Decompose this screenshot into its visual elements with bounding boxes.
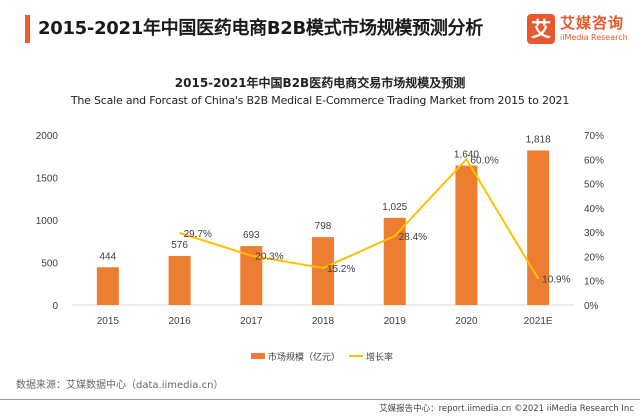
y-axis-right: 0% 10% 20% 30% 40% 50% 60% 70%	[584, 131, 604, 312]
y-right-tick-label: 10%	[584, 277, 604, 288]
title-accent-bar	[25, 15, 30, 43]
bar-value-label: 576	[171, 240, 188, 251]
bar	[240, 246, 263, 305]
bar	[455, 165, 478, 305]
bar	[527, 150, 550, 305]
data-source-note: 数据来源：艾媒数据中心（data.iimedia.cn）	[16, 380, 224, 391]
line-value-label: 20.3%	[255, 252, 283, 263]
x-tick-label: 2017	[240, 316, 263, 327]
line-value-label: 10.9%	[542, 275, 570, 286]
bar-value-label: 444	[100, 251, 117, 262]
growth-rate-line	[179, 157, 539, 280]
line-value-label: 28.4%	[399, 232, 427, 243]
x-tick-label: 2019	[384, 316, 407, 327]
line-point	[179, 232, 181, 234]
x-tick-labels: 2015 2016 2017 2018 2019 2020 2021E	[97, 316, 553, 327]
iimedia-logo: 艾 艾媒咨询 iiMedia Research	[527, 14, 637, 46]
logo-text-cn: 艾媒咨询	[560, 14, 625, 32]
x-tick-label: 2015	[97, 316, 120, 327]
logo-text-en: iiMedia Research	[560, 33, 628, 42]
y-left-tick-label: 0	[52, 301, 58, 312]
logo-mark-icon: 艾	[527, 14, 555, 44]
y-right-tick-label: 40%	[584, 204, 604, 215]
bar	[383, 217, 406, 305]
y-left-tick-label: 500	[41, 259, 58, 270]
x-tick-label: 2020	[455, 316, 478, 327]
line-point	[465, 158, 467, 160]
footer-copyright: 艾媒报告中心：report.iimedia.cn ©2021 iiMedia R…	[379, 404, 634, 414]
page-title: 2015-2021年中国医药电商B2B模式市场规模预测分析	[38, 18, 483, 39]
line-point	[322, 267, 324, 269]
bar-value-label: 1,025	[382, 202, 407, 213]
y-left-tick-label: 2000	[36, 131, 59, 142]
bar-value-label: 1,818	[526, 134, 551, 145]
y-left-tick-label: 1000	[36, 216, 59, 227]
bar	[168, 256, 191, 305]
y-right-tick-label: 50%	[584, 180, 604, 191]
legend-bar-swatch	[251, 353, 265, 359]
legend-line-label: 增长率	[366, 351, 393, 362]
y-right-tick-label: 30%	[584, 228, 604, 239]
bar-series: 444 576 693 798 1,025 1,640 1,818	[96, 134, 551, 305]
y-right-tick-label: 60%	[584, 155, 604, 166]
chart-subtitle: The Scale and Forcast of China's B2B Med…	[70, 94, 570, 107]
footer-divider	[0, 399, 640, 400]
bar-value-label: 693	[243, 230, 260, 241]
y-left-tick-label: 1500	[36, 174, 59, 185]
line-point	[537, 278, 539, 280]
y-axis-left: 0 500 1000 1500 2000	[36, 131, 59, 312]
bar	[96, 267, 119, 305]
bar-value-label: 798	[315, 221, 332, 232]
line-series: 29.7% 20.3% 15.2% 28.4% 60.0% 10.9%	[179, 155, 571, 286]
line-point	[250, 255, 252, 257]
x-tick-label: 2018	[312, 316, 335, 327]
bar	[312, 237, 334, 305]
legend-bar-label: 市场规模（亿元）	[268, 351, 340, 362]
y-right-tick-label: 0%	[584, 301, 599, 312]
y-right-tick-label: 20%	[584, 252, 604, 263]
line-value-label: 15.2%	[327, 264, 355, 275]
line-value-label: 29.7%	[184, 229, 212, 240]
chart-title: 2015-2021年中国B2B医药电商交易市场规模及预测	[174, 76, 466, 90]
legend: 市场规模（亿元） 增长率	[251, 351, 393, 362]
y-right-tick-label: 70%	[584, 131, 604, 142]
bar-value-label: 1,640	[454, 150, 479, 161]
x-tick-label: 2016	[168, 316, 191, 327]
x-tick-label: 2021E	[524, 316, 553, 327]
line-point	[394, 235, 396, 237]
line-value-label: 60.0%	[470, 155, 498, 166]
